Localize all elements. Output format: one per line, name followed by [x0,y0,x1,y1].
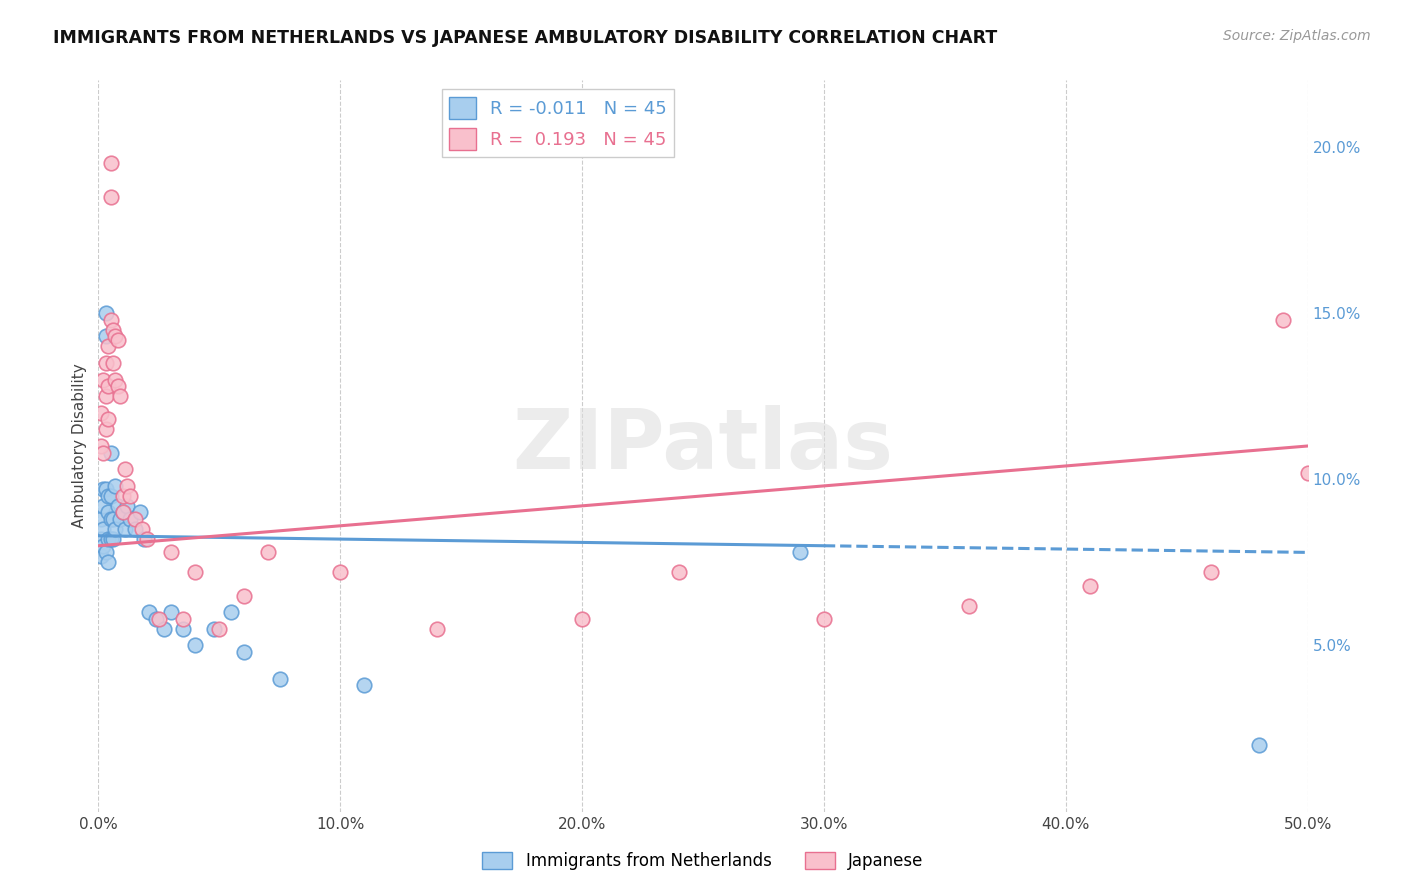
Point [90,532,112,546]
Point [90,549,112,563]
Point [160,605,183,619]
Point [111,506,134,520]
Point [100,189,122,203]
Point [1078,579,1101,593]
Point [91,522,114,536]
Point [145,612,167,626]
Point [571,612,593,626]
Point [668,566,690,580]
Point [184,639,207,653]
Y-axis label: Ambulatory Disability: Ambulatory Disability [72,364,87,528]
Point [100,512,122,526]
Point [131,522,153,536]
Point [97,412,120,426]
Point [91,445,114,459]
Point [94,329,117,343]
Point [813,612,835,626]
Point [91,372,114,386]
Point [91,482,114,496]
Point [124,522,146,536]
Point [135,532,157,546]
Point [111,489,134,503]
Point [118,512,141,526]
Point [152,622,174,636]
Point [90,406,112,420]
Point [118,489,141,503]
Point [97,532,120,546]
Point [108,512,131,526]
Point [426,622,449,636]
Point [94,482,117,496]
Point [1296,466,1319,480]
Point [100,489,122,503]
Point [269,672,291,686]
Point [97,506,120,520]
Point [91,539,114,553]
Point [100,445,122,459]
Point [101,323,124,337]
Point [117,499,139,513]
Point [114,522,136,536]
Point [1272,312,1295,326]
Point [104,372,127,386]
Point [104,479,127,493]
Point [160,545,183,559]
Text: Source: ZipAtlas.com: Source: ZipAtlas.com [1223,29,1371,43]
Point [104,522,127,536]
Point [97,339,120,353]
Point [221,605,243,619]
Point [329,566,352,580]
Point [232,589,254,603]
Point [97,379,120,393]
Point [94,306,117,320]
Point [101,512,124,526]
Point [100,312,122,326]
Point [107,499,129,513]
Point [107,379,129,393]
Point [1199,566,1222,580]
Point [353,678,375,692]
Point [91,499,114,513]
Point [94,545,117,559]
Point [172,622,194,636]
Point [134,532,156,546]
Point [94,389,117,403]
Point [111,506,134,520]
Point [232,645,254,659]
Point [104,329,127,343]
Point [101,532,124,546]
Point [256,545,278,559]
Legend: Immigrants from Netherlands, Japanese: Immigrants from Netherlands, Japanese [475,845,931,877]
Point [97,555,120,569]
Point [957,599,980,613]
Point [114,462,136,476]
Point [172,612,194,626]
Point [128,506,150,520]
Point [100,532,122,546]
Point [97,489,120,503]
Text: IMMIGRANTS FROM NETHERLANDS VS JAPANESE AMBULATORY DISABILITY CORRELATION CHART: IMMIGRANTS FROM NETHERLANDS VS JAPANESE … [53,29,998,46]
Point [100,156,122,170]
Point [108,389,131,403]
Point [1249,738,1271,752]
Point [94,356,117,370]
Point [204,622,226,636]
Point [124,512,146,526]
Point [101,356,124,370]
Point [107,333,129,347]
Legend: R = -0.011   N = 45, R =  0.193   N = 45: R = -0.011 N = 45, R = 0.193 N = 45 [441,89,675,157]
Point [184,566,207,580]
Point [138,605,160,619]
Point [148,612,170,626]
Point [789,545,811,559]
Point [208,622,231,636]
Point [117,479,139,493]
Text: ZIPatlas: ZIPatlas [513,406,893,486]
Point [90,512,112,526]
Point [94,422,117,436]
Point [90,439,112,453]
